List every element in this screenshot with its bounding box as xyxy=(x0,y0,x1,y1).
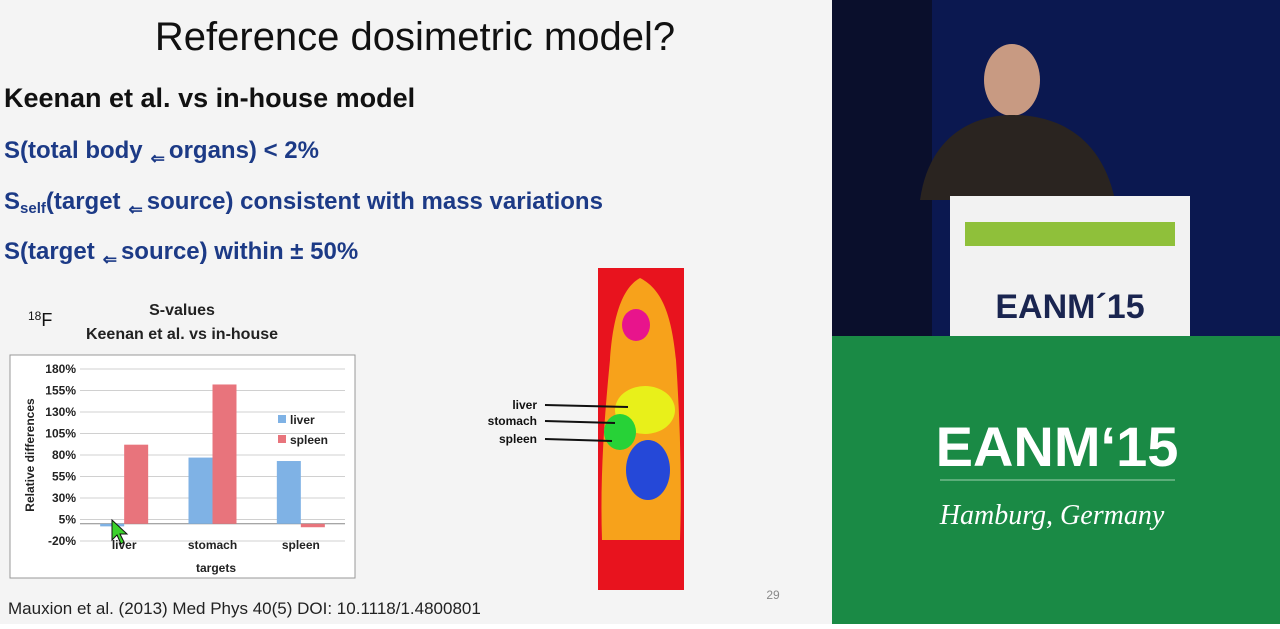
chart-subtitle: Keenan et al. vs in-house xyxy=(86,326,278,343)
bar xyxy=(212,384,237,524)
x-tick-label: liver xyxy=(112,538,137,552)
phantom-stomach xyxy=(604,414,636,450)
banner-subtitle: Hamburg, Germany xyxy=(939,500,1165,531)
phantom-organ xyxy=(626,440,670,500)
slide-title: Reference dosimetric model? xyxy=(155,15,675,59)
x-tick-label: stomach xyxy=(188,538,237,552)
speaker-head xyxy=(984,44,1040,116)
bullet: Sself(target ⇐ source) consistent with mas… xyxy=(4,188,603,219)
podium xyxy=(950,196,1190,336)
y-tick-label: 180% xyxy=(45,362,76,376)
pointer xyxy=(544,438,613,442)
page-number: 29 xyxy=(766,588,780,602)
image-label: liver xyxy=(512,398,537,412)
slide-heading: Keenan et al. vs in-house model xyxy=(4,83,415,113)
chart: -20% 5% 30% 55% 80% 105% 130% 155% 180% liver stom… xyxy=(45,362,345,552)
speaker-body xyxy=(920,115,1115,200)
image-label: spleen xyxy=(499,432,537,446)
isotope: 18F xyxy=(28,309,52,330)
y-tick-label: 30% xyxy=(52,491,76,505)
y-tick-label: 5% xyxy=(59,513,77,527)
x-tick-label: spleen xyxy=(282,538,320,552)
chart-title: S-values xyxy=(149,302,215,319)
y-tick-label: 105% xyxy=(45,427,76,441)
y-tick-label: 55% xyxy=(52,470,76,484)
y-axis-label: Relative differences xyxy=(23,398,37,512)
video-curtain xyxy=(832,0,932,336)
legend-swatch xyxy=(278,435,286,443)
pointer xyxy=(544,404,629,408)
reference: Mauxion et al. (2013) Med Phys 40(5) DOI… xyxy=(8,599,481,618)
bullet: S(total body ⇐ organs) < 2% xyxy=(4,137,319,168)
bar xyxy=(300,523,325,528)
y-tick-label: -20% xyxy=(48,534,76,548)
image-label: stomach xyxy=(488,414,537,428)
bullet: S(target ⇐ source) within ± 50% xyxy=(4,238,358,269)
bar xyxy=(276,461,301,524)
cursor xyxy=(111,518,129,545)
bar xyxy=(188,457,213,524)
legend-swatch xyxy=(278,415,286,423)
y-tick-label: 155% xyxy=(45,384,76,398)
legend-label: liver xyxy=(290,413,315,427)
y-tick-label: 80% xyxy=(52,448,76,462)
banner-title: EANM‘15 xyxy=(936,415,1179,478)
podium-banner xyxy=(965,222,1175,246)
phantom-organ xyxy=(622,309,650,341)
legend-label: spleen xyxy=(290,433,328,447)
bar xyxy=(124,444,149,524)
podium-text: EANM´15 xyxy=(995,288,1144,326)
pointer xyxy=(544,420,616,424)
x-axis-label: targets xyxy=(196,561,236,575)
y-tick-label: 130% xyxy=(45,405,76,419)
